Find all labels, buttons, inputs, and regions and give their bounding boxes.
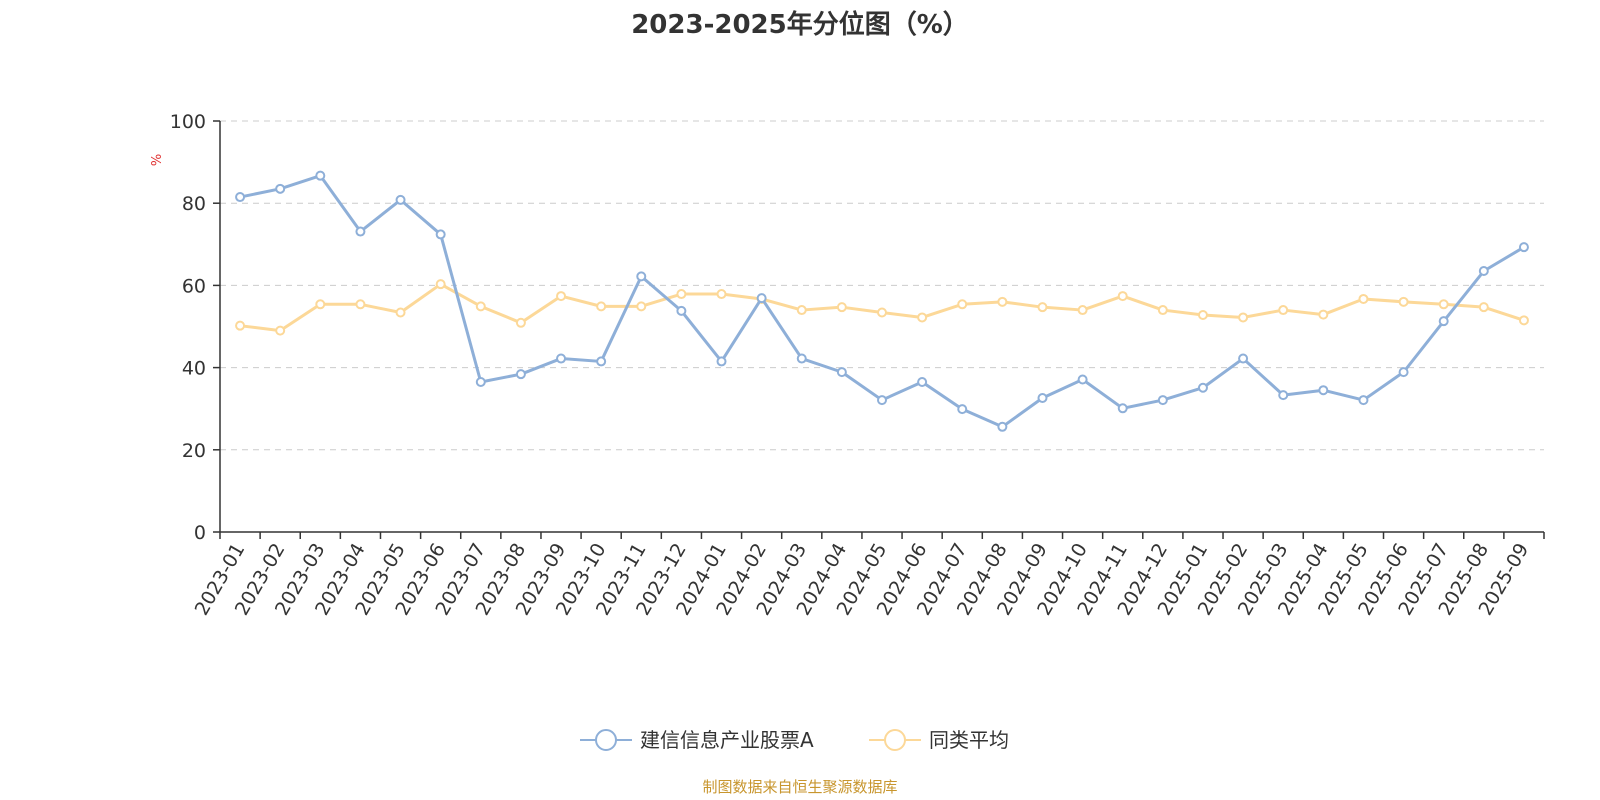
- series-2-line: [239, 282, 1525, 333]
- series-1-point[interactable]: [1238, 353, 1249, 364]
- series-2-point[interactable]: [315, 299, 326, 310]
- series-2-point[interactable]: [596, 301, 607, 312]
- series-1-point[interactable]: [475, 376, 486, 387]
- series-1-point[interactable]: [997, 421, 1008, 432]
- series-1-point[interactable]: [596, 356, 607, 367]
- series-2-point[interactable]: [957, 299, 968, 310]
- series-1-point[interactable]: [1278, 390, 1289, 401]
- series-1-point[interactable]: [556, 353, 567, 364]
- series-2-point[interactable]: [355, 299, 366, 310]
- series-2-point[interactable]: [1278, 305, 1289, 316]
- series-1-point[interactable]: [1037, 393, 1048, 404]
- axes: [219, 121, 1544, 533]
- series-2-point[interactable]: [1037, 302, 1048, 313]
- series-2-point[interactable]: [556, 291, 567, 302]
- series-2-point[interactable]: [1197, 309, 1208, 320]
- chart-title: 2023-2025年分位图（%）: [631, 9, 969, 40]
- series-2-point[interactable]: [1518, 315, 1529, 326]
- series-1-point[interactable]: [877, 395, 887, 406]
- series-2-point[interactable]: [235, 320, 246, 331]
- series-1-line: [239, 174, 1525, 429]
- series-2-point[interactable]: [275, 325, 286, 336]
- x-axis-ticks: 2023-012023-022023-032023-042023-052023-…: [191, 532, 1545, 619]
- series-2-point[interactable]: [636, 301, 647, 312]
- series-1-point[interactable]: [636, 271, 647, 282]
- y-tick-label: 0: [194, 522, 206, 544]
- series-1-point[interactable]: [395, 194, 406, 205]
- series-1-point[interactable]: [515, 369, 526, 380]
- y-tick-label: 40: [182, 358, 206, 380]
- series-1-point[interactable]: [235, 192, 246, 203]
- series-1: [235, 170, 1529, 432]
- series-2-point[interactable]: [1157, 305, 1168, 316]
- y-tick-label: 100: [170, 111, 206, 133]
- y-tick-label: 20: [182, 440, 206, 462]
- series-1-point[interactable]: [1518, 242, 1529, 253]
- series-1-point[interactable]: [435, 229, 446, 240]
- series-2-point[interactable]: [435, 279, 446, 290]
- legend[interactable]: 建信信息产业股票A 同类平均: [580, 728, 1009, 752]
- series-1-point[interactable]: [1117, 403, 1128, 414]
- series-2-point[interactable]: [1358, 293, 1369, 304]
- y-tick-label: 80: [182, 193, 206, 215]
- series-2-point[interactable]: [796, 305, 807, 316]
- series-1-point[interactable]: [315, 170, 326, 181]
- series-2-point[interactable]: [475, 301, 486, 312]
- series-2-point[interactable]: [1117, 291, 1128, 302]
- series-1-point[interactable]: [1318, 385, 1329, 396]
- series-2-point[interactable]: [1478, 302, 1489, 313]
- series-2-point[interactable]: [877, 307, 887, 318]
- series-1-point[interactable]: [355, 226, 366, 237]
- y-axis-ticks: 0 20 40 60 80 100: [170, 111, 220, 544]
- legend-label-series-2: 同类平均: [929, 728, 1009, 752]
- series-2-point[interactable]: [676, 289, 687, 300]
- legend-marker-icon: [595, 729, 617, 751]
- y-tick-label: 60: [182, 275, 206, 297]
- series-1-point[interactable]: [1197, 382, 1208, 393]
- legend-label-series-1: 建信信息产业股票A: [640, 728, 814, 752]
- legend-marker-icon: [884, 729, 906, 751]
- y-axis-unit: %: [150, 154, 165, 166]
- series-2-point[interactable]: [1238, 312, 1249, 323]
- series-2-point[interactable]: [1398, 296, 1409, 307]
- series-2-point[interactable]: [1077, 305, 1088, 316]
- series-1-point[interactable]: [917, 376, 928, 387]
- series-1-point[interactable]: [676, 305, 687, 316]
- series-1-point[interactable]: [796, 353, 807, 364]
- series-1-point[interactable]: [1157, 395, 1168, 406]
- series-1-point[interactable]: [1358, 395, 1369, 406]
- series-1-point[interactable]: [716, 356, 727, 367]
- series-1-point[interactable]: [1478, 266, 1489, 277]
- series-2-point[interactable]: [836, 302, 847, 313]
- series-1-point[interactable]: [1077, 374, 1088, 385]
- series-1-point[interactable]: [836, 367, 847, 378]
- legend-item-series-2[interactable]: 同类平均: [869, 728, 1009, 752]
- series-2-point[interactable]: [515, 317, 526, 328]
- series-2-point[interactable]: [1438, 299, 1449, 310]
- series-1-point[interactable]: [1398, 367, 1409, 378]
- series-1-point[interactable]: [275, 183, 286, 194]
- series-2-point[interactable]: [395, 307, 406, 318]
- series-lines: [235, 170, 1529, 432]
- series-2: [235, 279, 1529, 336]
- data-source-note: 制图数据来自恒生聚源数据库: [702, 778, 897, 796]
- series-2-point[interactable]: [1318, 309, 1329, 320]
- series-2-point[interactable]: [917, 312, 928, 323]
- legend-item-series-1[interactable]: 建信信息产业股票A: [580, 728, 814, 752]
- series-1-point[interactable]: [756, 293, 767, 304]
- series-1-point[interactable]: [1438, 316, 1449, 327]
- series-2-point[interactable]: [716, 289, 727, 300]
- series-2-point[interactable]: [997, 296, 1008, 307]
- series-1-point[interactable]: [957, 404, 968, 415]
